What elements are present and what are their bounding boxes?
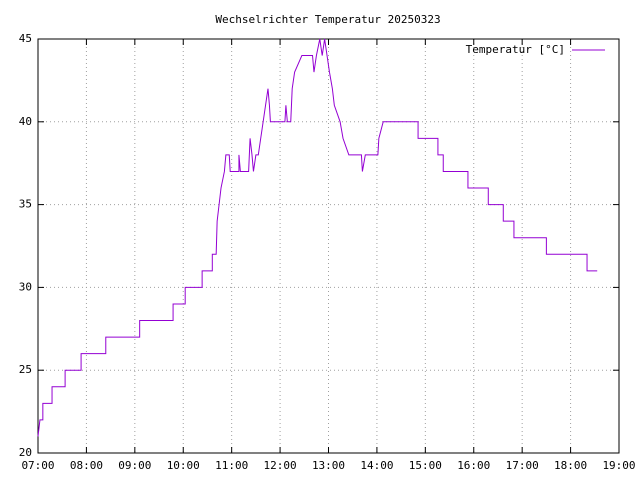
x-tick-label: 08:00: [70, 459, 103, 472]
y-tick-label: 25: [19, 363, 32, 376]
x-tick-label: 07:00: [21, 459, 54, 472]
x-tick-label: 12:00: [264, 459, 297, 472]
legend-label: Temperatur [°C]: [466, 43, 565, 56]
x-tick-label: 10:00: [167, 459, 200, 472]
chart-title: Wechselrichter Temperatur 20250323: [215, 13, 440, 26]
x-tick-label: 13:00: [312, 459, 345, 472]
x-tick-label: 18:00: [554, 459, 587, 472]
x-tick-label: 09:00: [118, 459, 151, 472]
data-line: [37, 38, 598, 437]
x-tick-label: 16:00: [457, 459, 490, 472]
y-tick-label: 30: [19, 280, 32, 293]
x-tick-label: 17:00: [506, 459, 539, 472]
x-tick-label: 19:00: [602, 459, 635, 472]
x-tick-label: 14:00: [360, 459, 393, 472]
x-tick-label: 11:00: [215, 459, 248, 472]
x-tick-label: 15:00: [409, 459, 442, 472]
plot-border: [37, 38, 620, 454]
y-tick-label: 45: [19, 32, 32, 45]
y-tick-label: 20: [19, 446, 32, 459]
y-tick-label: 35: [19, 198, 32, 211]
y-tick-label: 40: [19, 115, 32, 128]
